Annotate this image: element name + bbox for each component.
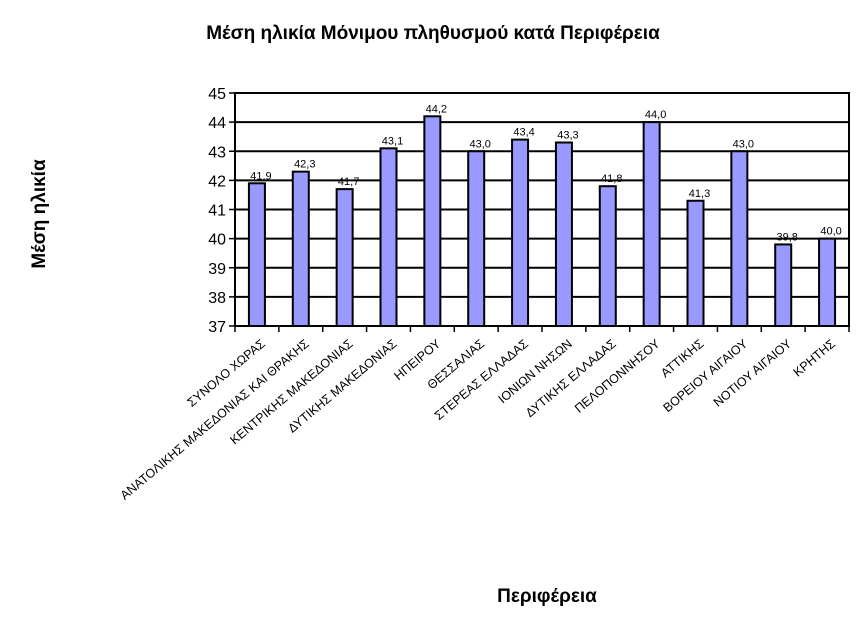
data-label: 43,3 — [557, 130, 578, 142]
data-label: 41,9 — [250, 170, 271, 182]
x-tick-label: ΝΟΤΙΟΥ ΑΙΓΑΙΟΥ — [711, 336, 795, 410]
data-label: 42,3 — [294, 159, 315, 171]
data-label: 43,4 — [513, 127, 534, 139]
bar — [818, 237, 837, 327]
data-label: 41,3 — [689, 188, 710, 200]
data-label: 39,8 — [777, 231, 798, 243]
bar — [291, 170, 310, 327]
bar — [423, 115, 442, 327]
bar — [335, 188, 354, 327]
data-label: 43,0 — [733, 138, 754, 150]
x-tick-label: ΙΟΝΙΩΝ ΝΗΣΩΝ — [496, 337, 575, 407]
bar — [686, 199, 705, 327]
data-labels: 41,9 42,3 41,7 43,1 44,2 43,0 43,4 43,3 41,8 44,0… — [250, 103, 842, 243]
data-label: 43,1 — [382, 135, 403, 147]
y-tick-label: 40 — [208, 232, 226, 249]
y-tick-label: 38 — [208, 290, 226, 307]
data-label: 44,2 — [426, 103, 447, 115]
x-tick-label: ΑΝΑΤΟΛΙΚΗΣ ΜΑΚΕΔΟΝΙΑΣ ΚΑΙ ΘΡΑΚΗΣ — [118, 336, 312, 502]
bar — [554, 141, 573, 327]
chart-title: Μέση ηλικία Μόνιμου πληθυσμού κατά Περιφ… — [206, 23, 660, 44]
y-tick-label: 42 — [208, 173, 226, 190]
y-tick-label: 44 — [208, 115, 226, 132]
bar — [774, 243, 793, 327]
y-axis-title: Μέση ηλικία — [29, 159, 50, 269]
data-label: 40,0 — [820, 226, 841, 238]
bar — [247, 182, 266, 327]
x-axis-title: Περιφέρεια — [497, 586, 597, 607]
data-label: 41,8 — [601, 173, 622, 185]
bar — [467, 150, 486, 327]
plot-frame — [234, 92, 850, 327]
bar — [379, 147, 398, 327]
y-tick-label: 43 — [208, 144, 226, 161]
bar — [511, 138, 530, 327]
y-axis: 37 38 39 40 41 42 43 44 45 — [208, 86, 235, 336]
data-label: 44,0 — [645, 109, 666, 121]
x-tick-label: ΚΡΗΤΗΣ — [791, 336, 839, 379]
bar — [642, 121, 661, 327]
y-tick-label: 41 — [208, 203, 226, 220]
y-tick-label: 45 — [208, 86, 226, 103]
y-tick-label: 37 — [208, 319, 226, 336]
x-tick-label: ΣΥΝΟΛΟ ΧΩΡΑΣ — [185, 336, 269, 409]
bar — [598, 185, 617, 327]
gridlines — [235, 92, 849, 327]
data-label: 41,7 — [338, 176, 359, 188]
y-tick-label: 39 — [208, 261, 226, 278]
data-label: 43,0 — [470, 138, 491, 150]
bar — [730, 150, 749, 327]
